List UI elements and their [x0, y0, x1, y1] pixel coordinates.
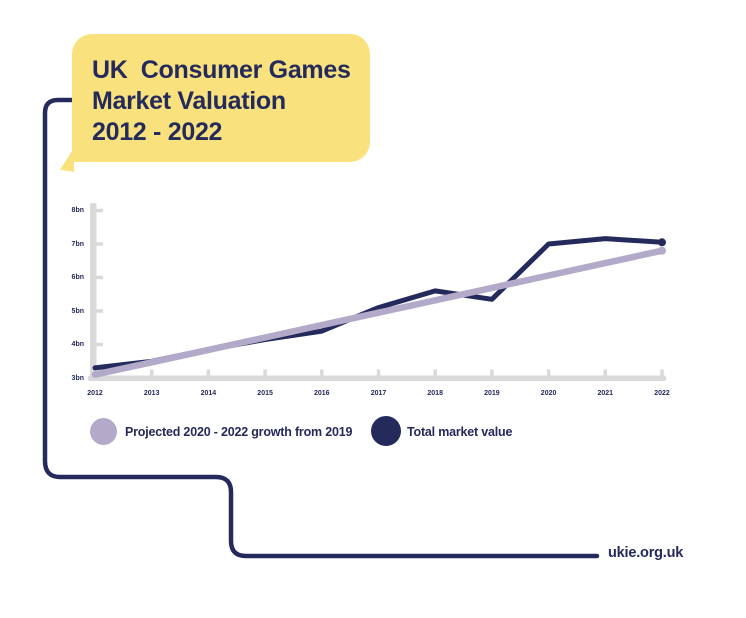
- x-axis-label: 2022: [654, 390, 670, 397]
- legend-marker-total: [371, 416, 401, 446]
- x-axis-tick: [546, 369, 551, 376]
- x-axis: [88, 375, 666, 381]
- series-endpoint-1: [658, 238, 666, 247]
- website-link[interactable]: ukie.org.uk: [608, 545, 684, 561]
- y-axis-label: 5bn: [71, 307, 84, 315]
- x-axis-label: 2017: [370, 390, 387, 397]
- x-axis-tick: [490, 369, 494, 376]
- y-axis-tick: [96, 309, 103, 313]
- chart-title-line-3: 2012 - 2022: [92, 118, 223, 146]
- x-axis-label: 2015: [257, 390, 273, 397]
- chart-title-line-1: UK Consumer Games: [92, 56, 351, 84]
- y-axis-tick: [96, 342, 103, 347]
- y-axis-tick: [96, 208, 103, 213]
- x-axis-tick: [603, 369, 608, 376]
- x-axis-tick: [660, 369, 664, 376]
- y-axis-label: 8bn: [71, 207, 84, 214]
- legend-label-projected: Projected 2020 - 2022 growth from 2019: [125, 425, 353, 439]
- x-axis-tick: [263, 369, 267, 376]
- connector-line: [42, 97, 600, 559]
- x-axis-tick: [433, 369, 437, 376]
- x-axis-label: 2013: [143, 390, 160, 397]
- x-axis-label: 2019: [484, 390, 500, 397]
- legend-marker-projected: [90, 418, 117, 445]
- legend-label-total: Total market value: [407, 425, 513, 439]
- series-line-0: [91, 247, 666, 378]
- y-axis-label: 3bn: [71, 374, 84, 382]
- x-axis-label: 2016: [314, 390, 330, 397]
- y-axis-tick: [96, 275, 103, 280]
- y-axis-label: 6bn: [71, 274, 84, 281]
- series-line-1: [92, 236, 665, 371]
- x-axis-label: 2021: [597, 390, 614, 397]
- x-axis-label: 2012: [87, 390, 103, 397]
- x-axis-label: 2014: [200, 390, 217, 397]
- x-axis-label: 2020: [540, 390, 557, 397]
- y-axis-tick: [96, 242, 103, 246]
- x-axis-tick: [149, 369, 154, 376]
- chart-title-line-2: Market Valuation: [92, 87, 286, 115]
- x-axis-tick: [376, 369, 381, 376]
- x-axis-label: 2018: [427, 390, 443, 397]
- x-axis-tick: [206, 369, 211, 376]
- y-axis: [90, 203, 97, 381]
- x-axis-tick: [320, 369, 324, 376]
- series-endpoint-0: [658, 246, 666, 255]
- chart-axes: [88, 203, 666, 381]
- chart-series-lines: [91, 236, 666, 378]
- y-axis-label: 4bn: [71, 341, 84, 348]
- title-box: UK Consumer Games Market Valuation 2012 …: [72, 34, 370, 162]
- y-axis-label: 7bn: [71, 240, 84, 248]
